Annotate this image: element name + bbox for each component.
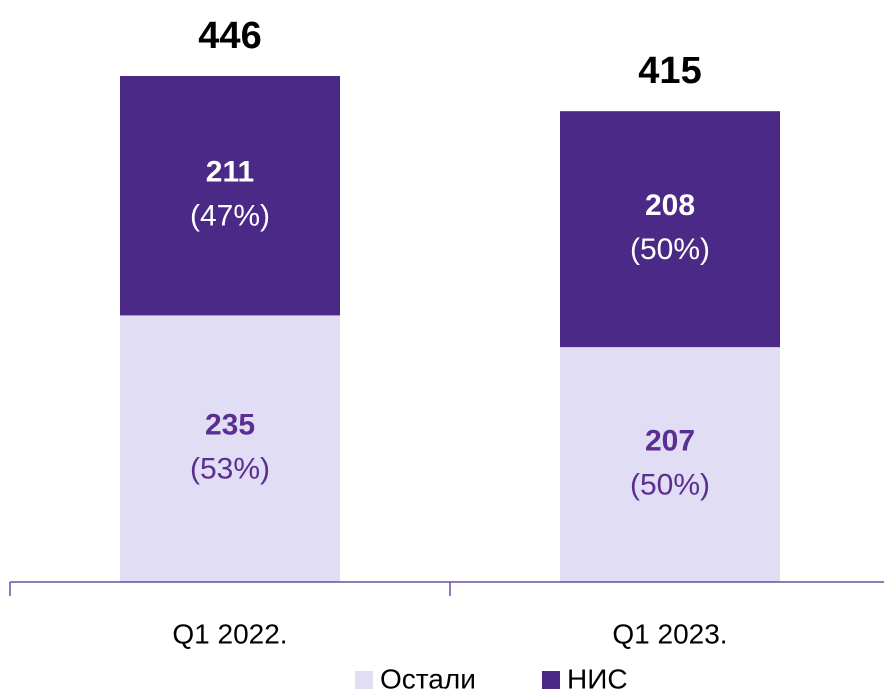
total-label: 415 — [638, 50, 701, 92]
value-label: 208 — [645, 189, 695, 222]
bar-segment — [120, 76, 340, 316]
x-tick-label: Q1 2022. — [172, 618, 287, 649]
value-label: 235 — [205, 409, 255, 442]
share-label: (50%) — [630, 468, 710, 501]
share-label: (50%) — [630, 233, 710, 266]
value-label: 211 — [206, 156, 254, 189]
legend-label: НИС — [567, 663, 628, 694]
bar-segment — [560, 111, 780, 348]
bar-segment — [560, 347, 780, 582]
legend-swatch — [355, 671, 373, 689]
legend-swatch — [542, 671, 560, 689]
bar-segment — [120, 315, 340, 582]
legend-label: Остали — [380, 663, 476, 694]
share-label: (53%) — [190, 453, 270, 486]
x-tick-label: Q1 2023. — [612, 618, 727, 649]
value-label: 207 — [645, 424, 695, 457]
total-label: 446 — [198, 15, 261, 57]
share-label: (47%) — [190, 200, 270, 233]
